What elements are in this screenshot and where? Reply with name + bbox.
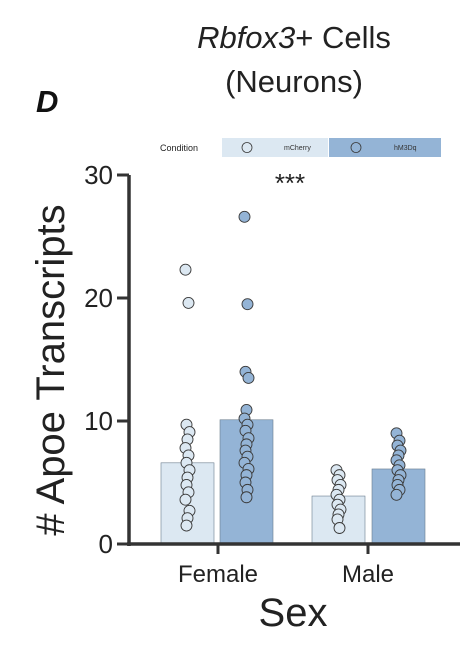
x-axis-title: Sex bbox=[259, 591, 328, 635]
legend-label-mcherry: mCherry bbox=[284, 145, 311, 152]
y-tick-label: 0 bbox=[99, 529, 113, 559]
point-female-hm3dq bbox=[240, 491, 253, 504]
x-tick-label-female: Female bbox=[178, 561, 258, 588]
point-male-hm3dq bbox=[390, 488, 403, 501]
x-tick-label-male: Male bbox=[342, 561, 394, 588]
point-female-hm3dq bbox=[241, 298, 254, 311]
chart-marks: 0 10 20 30 bbox=[84, 160, 460, 559]
point-female-mcherry bbox=[180, 519, 193, 532]
y-tick-label: 30 bbox=[84, 160, 113, 190]
legend: Condition mCherry hM3Dq bbox=[160, 138, 441, 157]
legend-marker-hm3dq bbox=[350, 142, 362, 153]
y-tick-label: 20 bbox=[84, 283, 113, 313]
point-female-hm3dq bbox=[242, 372, 255, 384]
legend-title: Condition bbox=[160, 143, 198, 153]
y-tick-label: 10 bbox=[84, 406, 113, 436]
chart-title-line1: Rbfox3+ Cells bbox=[197, 20, 391, 55]
chart-title-line2: (Neurons) bbox=[225, 64, 363, 99]
legend-label-hm3dq: hM3Dq bbox=[394, 145, 417, 152]
chart-title-italic: Rbfox3 bbox=[197, 20, 295, 55]
legend-swatch-hm3dq bbox=[329, 138, 441, 157]
point-female-mcherry bbox=[179, 493, 192, 506]
point-female-hm3dq bbox=[238, 210, 251, 223]
chart-title-rest: + Cells bbox=[295, 20, 391, 55]
significance-stars: *** bbox=[275, 168, 305, 198]
legend-swatch-mcherry bbox=[222, 138, 328, 157]
point-female-mcherry bbox=[179, 263, 192, 276]
y-axis-title: # Apoe Transcripts bbox=[29, 204, 73, 535]
point-male-mcherry bbox=[333, 522, 346, 534]
point-female-mcherry bbox=[182, 296, 195, 309]
panel-letter: D bbox=[36, 84, 58, 119]
legend-marker-mcherry bbox=[241, 142, 253, 153]
